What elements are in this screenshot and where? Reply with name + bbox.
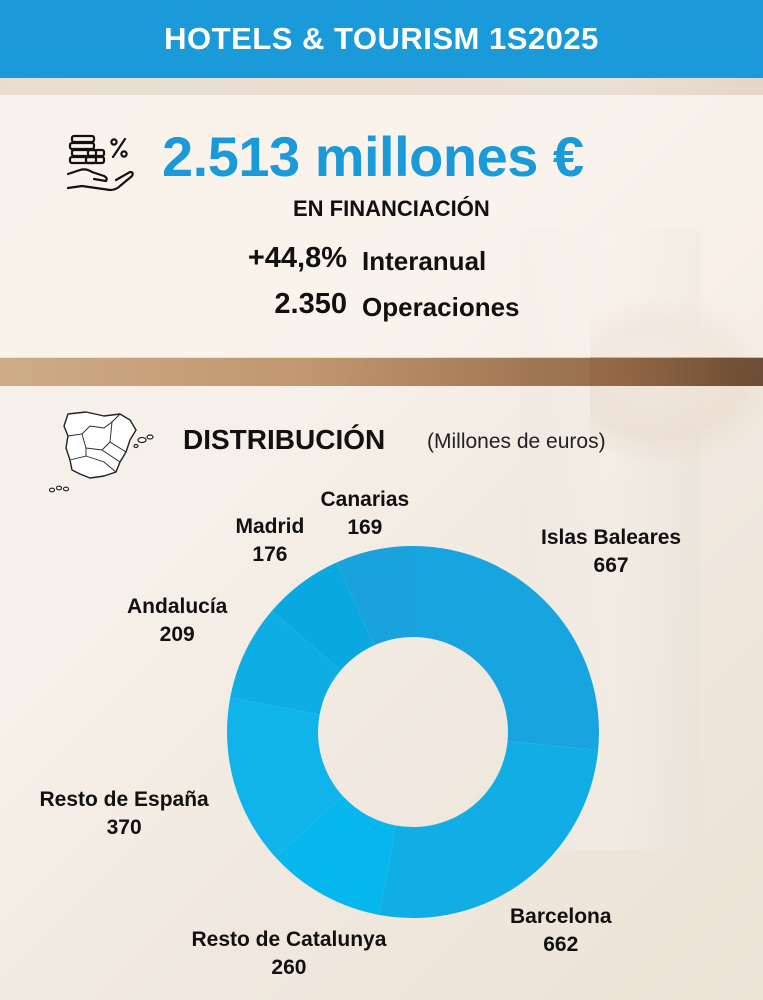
slice-resto-de-catalunya: [275, 796, 396, 915]
label-canarias: Canarias 169: [321, 486, 410, 542]
label-andalucia: Andalucía 209: [127, 593, 227, 649]
value-label: 667: [593, 554, 629, 577]
label-madrid: Madrid 176: [236, 513, 305, 569]
label-resto-de-espana: Resto de España 370: [40, 786, 209, 842]
financing-label: EN FINANCIACIÓN: [293, 196, 490, 221]
value-label: 209: [159, 623, 195, 646]
operations-value: 2.350: [274, 288, 347, 320]
operations-label: Operaciones: [362, 292, 520, 322]
category-label: Canarias: [320, 488, 410, 511]
spain-map-icon: [48, 411, 154, 493]
category-label: Resto de Catalunya: [191, 928, 387, 951]
value-label: 260: [271, 956, 307, 979]
summary-panel: [0, 95, 763, 357]
value-label: 169: [347, 516, 383, 539]
category-label: Andalucía: [127, 595, 228, 618]
growth-value: +44,8%: [247, 242, 347, 274]
slice-resto-de-espana: [227, 697, 343, 858]
category-label: Madrid: [235, 515, 305, 538]
category-label: Barcelona: [510, 905, 612, 928]
slice-canarias: [336, 546, 413, 646]
slice-madrid: [271, 562, 375, 671]
slice-andalucia: [230, 611, 341, 715]
financing-amount: 2.513 millones €: [162, 125, 584, 188]
category-label: Islas Baleares: [541, 526, 682, 549]
value-label: 370: [106, 816, 142, 839]
hand-coins-percent-icon: [66, 134, 134, 192]
distribution-title: DISTRIBUCIÓN: [183, 424, 386, 455]
header-bar: HOTELS & TOURISM 1S2025: [0, 0, 763, 78]
value-label: 176: [252, 543, 288, 566]
operations-row: 2.350 Operaciones: [0, 288, 763, 328]
label-islas-baleares: Islas Baleares 667: [541, 524, 681, 580]
growth-row: +44,8% Interanual: [0, 242, 763, 282]
background-wood-strip: [0, 358, 763, 386]
label-barcelona: Barcelona 662: [510, 903, 612, 959]
slice-barcelona: [379, 741, 599, 918]
growth-label: Interanual: [362, 246, 487, 276]
page-title: HOTELS & TOURISM 1S2025: [164, 21, 599, 56]
category-label: Resto de España: [39, 788, 209, 811]
distribution-subtitle: (Millones de euros): [427, 430, 606, 453]
value-label: 662: [543, 933, 579, 956]
slice-islas-baleares: [413, 546, 599, 750]
label-resto-de-catalunya: Resto de Catalunya 260: [192, 926, 387, 982]
